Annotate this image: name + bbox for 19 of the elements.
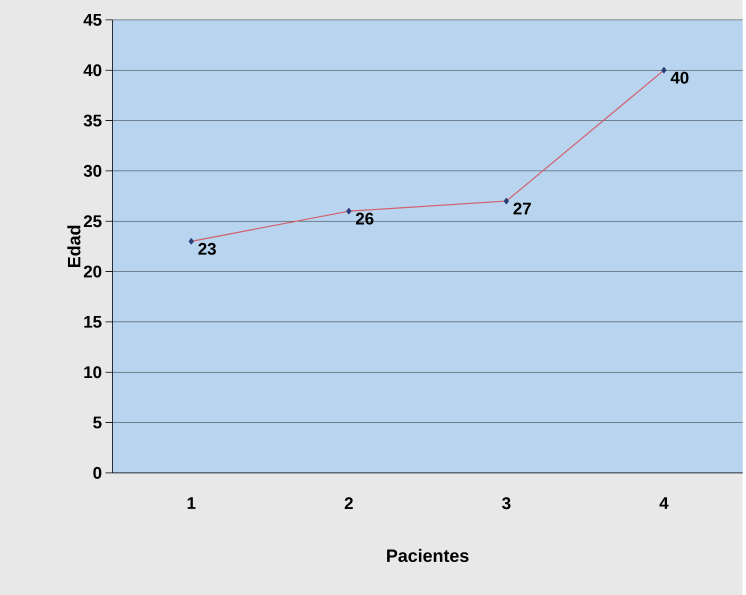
y-tick-label: 35 [84, 114, 102, 126]
y-tick-label: 45 [84, 14, 102, 26]
x-tick-label: 2 [344, 497, 353, 509]
data-label: 23 [198, 242, 216, 255]
x-tick-label: 3 [502, 497, 510, 510]
y-tick-label: 5 [93, 416, 102, 428]
y-tick-label: 15 [84, 316, 102, 328]
y-tick-label: 0 [93, 466, 102, 479]
y-tick-label: 10 [84, 366, 102, 378]
data-label: 27 [513, 202, 531, 214]
y-tick-label: 30 [84, 164, 102, 177]
data-label: 40 [670, 72, 688, 84]
y-tick-label: 40 [84, 64, 102, 76]
y-tick-label: 25 [84, 215, 102, 228]
y-axis-title: Edad [67, 226, 80, 267]
x-tick-label: 4 [659, 497, 669, 509]
x-tick-label: 1 [188, 497, 196, 509]
y-tick-label: 20 [84, 265, 102, 278]
x-axis-title: Pacientes [387, 548, 469, 562]
